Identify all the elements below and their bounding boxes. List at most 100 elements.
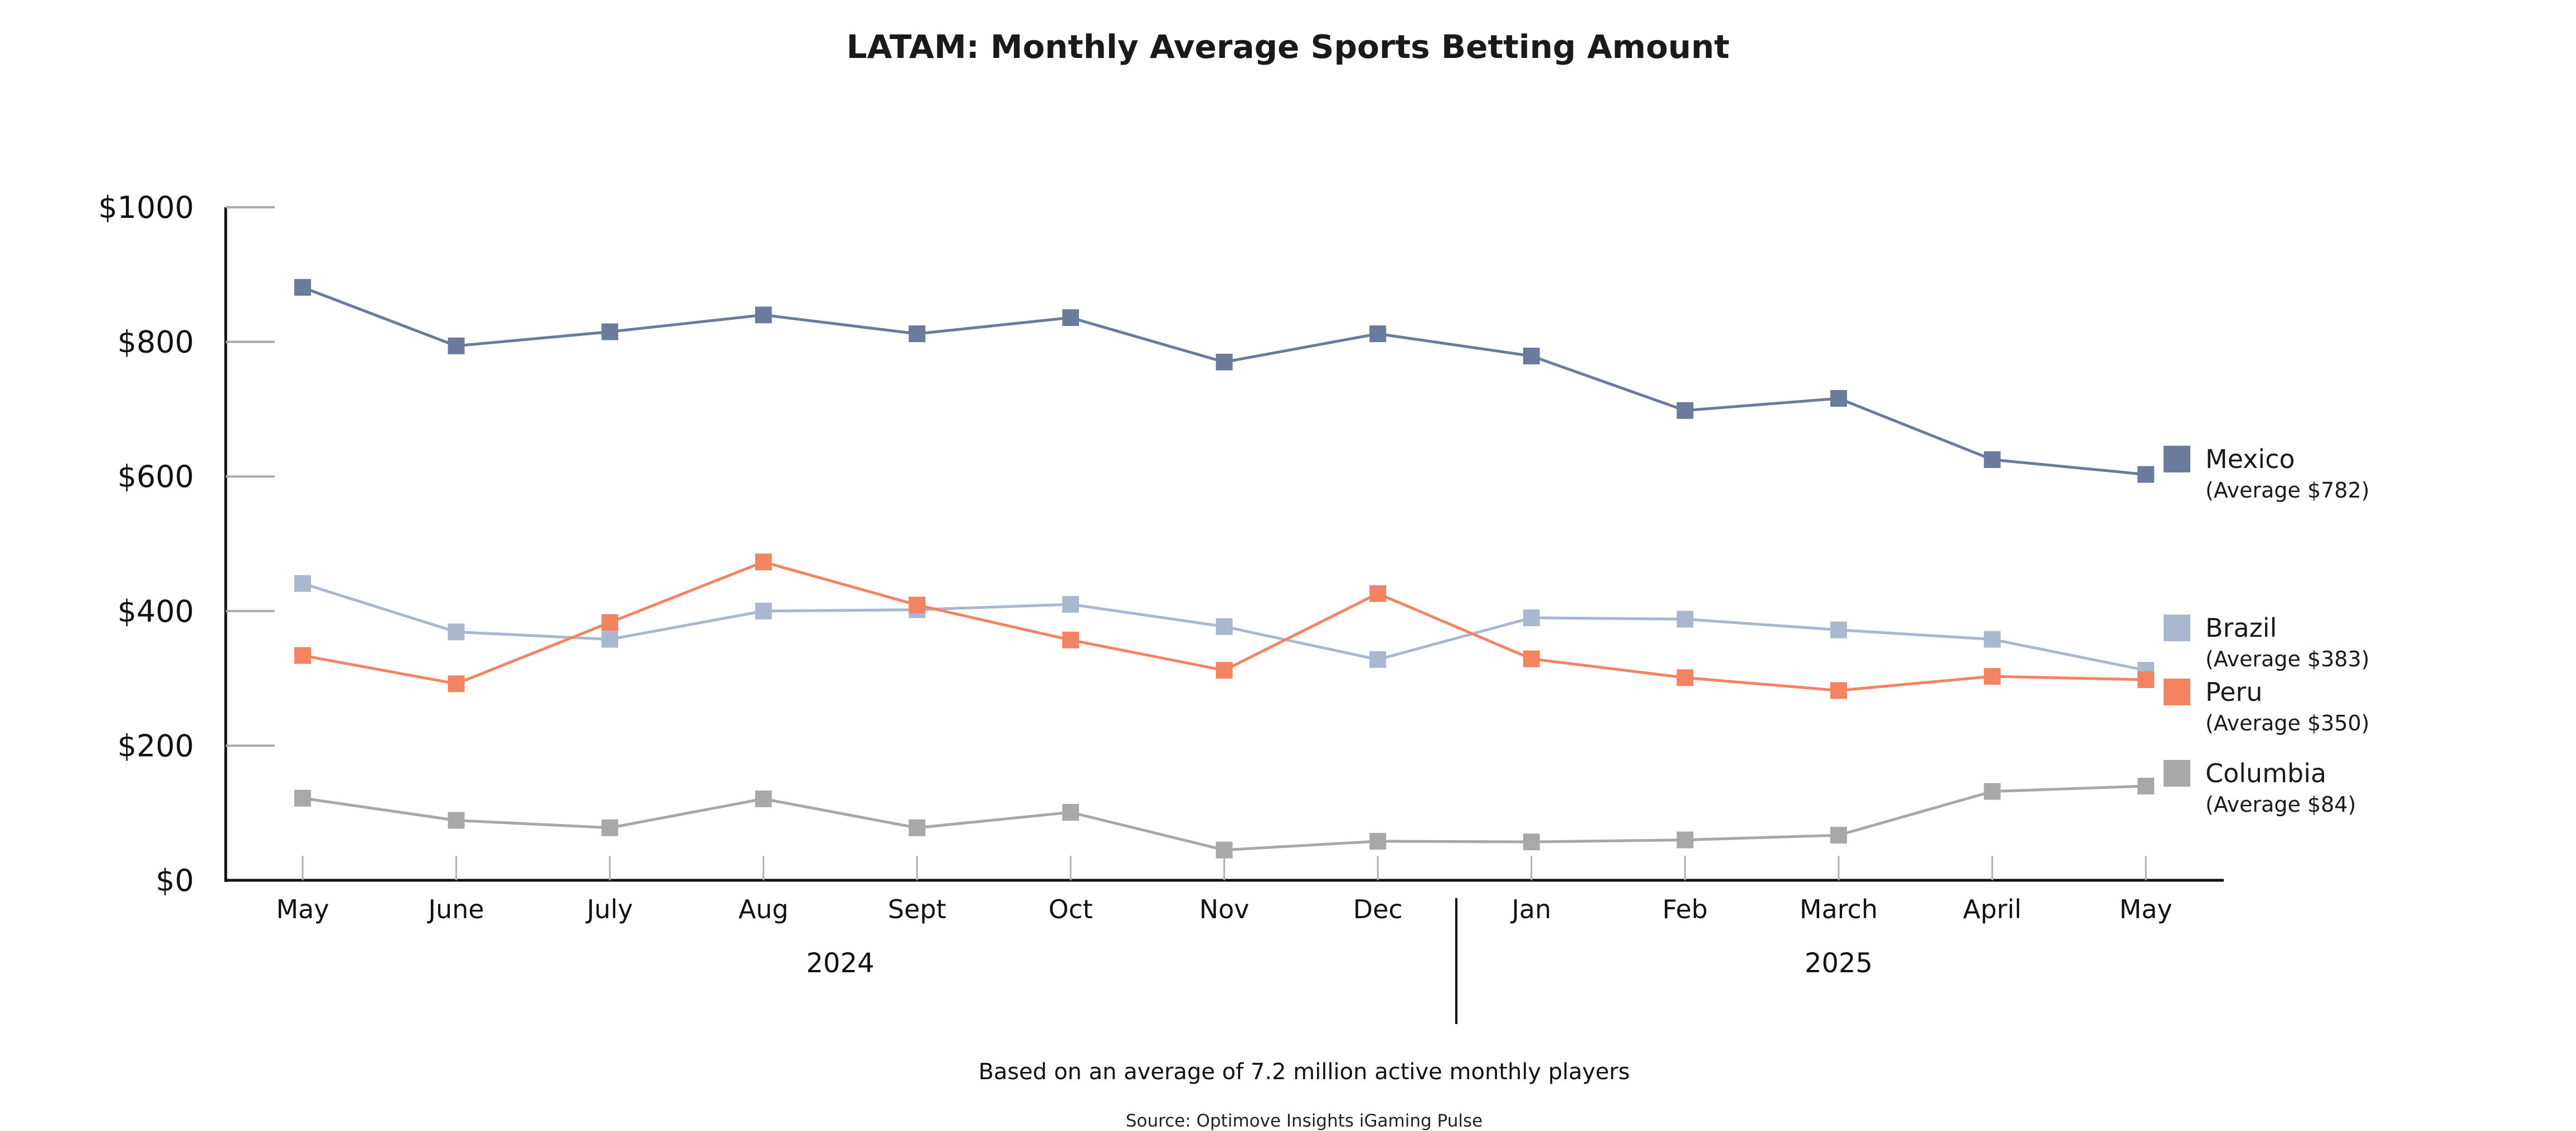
x-tick-label: Jan [1510,894,1551,924]
y-tick-label: $800 [118,325,194,360]
data-point-peru [1523,650,1540,667]
data-point-brazil [1984,631,2001,648]
data-point-mexico [1369,325,1387,343]
series-line-columbia [302,784,2146,852]
data-point-peru [1062,631,1079,649]
legend-name: Columbia [2205,758,2326,788]
y-tick-label: $400 [118,594,194,629]
chart-title: LATAM: Monthly Average Sports Betting Am… [847,28,1729,66]
data-point-columbia [1830,827,1847,844]
legend-swatch-peru [2164,679,2190,705]
legend-item-brazil: Brazil (Average $383) [2164,613,2369,671]
legend-average: (Average $782) [2205,478,2369,503]
data-point-peru [1830,682,1847,699]
series-layer [294,279,2155,859]
data-point-columbia [601,819,619,836]
x-tick-label: Sept [888,894,946,924]
data-point-brazil [1830,621,1847,638]
data-point-mexico [448,337,465,354]
series-line-mexico [302,286,2146,476]
data-point-columbia [1523,833,1540,851]
series-peru [294,553,2155,699]
data-point-peru [908,596,926,613]
data-point-peru [2137,671,2155,689]
series-mexico [294,279,2155,483]
legend-item-peru: Peru (Average $350) [2164,677,2369,735]
data-point-columbia [908,819,926,836]
y-tick-label: $200 [118,728,194,763]
y-tick-label: $0 [155,863,194,898]
legend-average: (Average $383) [2205,647,2369,671]
data-point-brazil [1369,651,1387,668]
legend-swatch-mexico [2164,446,2190,472]
data-point-peru [1216,662,1233,679]
data-point-peru [1676,669,1694,686]
data-point-brazil [1216,618,1233,635]
legend-item-mexico: Mexico (Average $782) [2164,444,2369,503]
y-tick-label: $1000 [98,190,194,225]
data-point-columbia [1676,831,1694,849]
data-point-columbia [294,789,311,807]
data-point-columbia [1216,841,1233,859]
data-point-peru [448,675,465,693]
data-point-brazil [601,631,619,648]
x-tick-label: April [1963,894,2021,924]
data-point-brazil [1062,596,1079,613]
x-tick-label: July [585,894,633,924]
data-point-brazil [755,602,772,620]
legend-swatch-columbia [2164,760,2190,787]
data-point-mexico [755,306,772,324]
data-point-brazil [448,623,465,641]
year-label: 2024 [806,948,874,979]
data-point-mexico [1830,390,1847,407]
legend-average: (Average $84) [2205,792,2356,817]
legend-item-columbia: Columbia (Average $84) [2164,758,2356,817]
legend: Mexico (Average $782) Brazil (Average $383)… [2164,444,2369,817]
data-point-peru [1369,585,1387,602]
x-tick-label: March [1800,894,1878,924]
data-point-mexico [294,279,311,296]
legend-name: Brazil [2205,613,2277,643]
data-point-brazil [1676,611,1694,628]
x-tick-label: Nov [1199,894,1250,924]
x-tick-label: Aug [738,894,789,924]
data-point-mexico [1676,402,1694,419]
data-point-columbia [1984,783,2001,800]
data-point-peru [294,647,311,664]
x-tick-label: Feb [1663,894,1708,924]
x-axis: May June July Aug Sept Oct Nov Dec Jan Feb March Ap… [225,856,2224,1024]
data-point-brazil [1523,609,1540,626]
y-tick-label: $600 [118,459,194,494]
x-tick-label: May [2120,894,2172,924]
y-axis: $0 $200 $400 $600 $800 $1000 [98,190,275,898]
legend-name: Peru [2205,677,2262,707]
data-point-columbia [1369,832,1387,850]
data-point-peru [601,614,619,631]
data-point-columbia [755,790,772,807]
x-tick-label: May [276,894,329,924]
footnote: Based on an average of 7.2 million activ… [979,1059,1630,1085]
x-tick-label: June [427,894,484,924]
data-point-mexico [601,323,619,340]
legend-swatch-brazil [2164,615,2190,641]
data-point-mexico [1523,347,1540,364]
series-columbia [294,777,2155,859]
data-point-mexico [1062,309,1079,326]
data-point-mexico [1984,451,2001,468]
legend-average: (Average $350) [2205,711,2369,735]
series-brazil [294,575,2155,679]
legend-name: Mexico [2205,444,2295,474]
data-point-peru [755,553,772,571]
source-note: Source: Optimove Insights iGaming Pulse [1126,1111,1483,1131]
data-point-peru [1984,667,2001,685]
data-point-brazil [294,575,311,592]
data-point-mexico [1216,353,1233,370]
data-point-columbia [2137,777,2155,794]
year-label: 2025 [1805,948,1873,979]
data-point-mexico [908,325,926,343]
x-tick-label: Oct [1048,894,1093,924]
data-point-columbia [448,812,465,829]
data-point-mexico [2137,466,2155,483]
data-point-columbia [1062,803,1079,821]
